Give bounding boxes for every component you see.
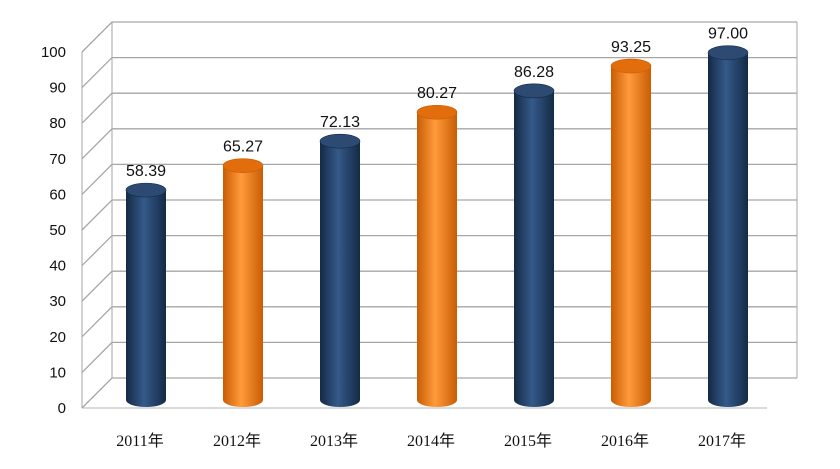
data-label: 93.25 [611, 39, 651, 56]
bar-top-cap [513, 83, 555, 99]
data-labels: 58.39 65.27 72.13 80.27 86.28 93.25 97.00 [126, 26, 748, 180]
gridline [81, 199, 797, 231]
data-label: 72.13 [320, 114, 360, 131]
x-category-label: 2015年 [504, 432, 552, 450]
x-category-label: 2011年 [116, 432, 163, 450]
y-tick-label: 30 [49, 293, 66, 310]
y-tick-label: 0 [58, 400, 66, 417]
x-category-label: 2012年 [213, 432, 261, 450]
bar-top-cap [125, 182, 167, 198]
gridline [81, 128, 797, 160]
bar-body [708, 52, 748, 408]
y-tick-label: 10 [49, 364, 66, 381]
y-axis-ticks: 0 10 20 30 40 50 60 70 80 90 100 [41, 44, 66, 417]
data-label: 80.27 [417, 85, 457, 102]
bars [125, 45, 749, 408]
data-label: 86.28 [514, 64, 554, 81]
gridline [81, 163, 797, 195]
y-tick-label: 50 [49, 222, 66, 239]
gridline [81, 21, 797, 53]
bar [125, 182, 167, 407]
bar-body [320, 141, 360, 407]
gridline [81, 92, 797, 124]
y-tick-label: 70 [49, 151, 66, 168]
bar-body [223, 165, 263, 407]
x-category-label: 2013年 [310, 432, 358, 450]
bar-body [611, 66, 651, 407]
bar [416, 104, 458, 407]
bar [319, 133, 361, 407]
y-tick-label: 100 [41, 44, 66, 61]
bar-top-cap [610, 58, 652, 74]
y-tick-label: 80 [49, 115, 66, 132]
data-label: 58.39 [126, 163, 166, 180]
bar-body [514, 90, 554, 407]
x-axis-categories: 2011年 2012年 2013年 2014年 2015年 2016年 2017年 [116, 432, 746, 450]
bar [610, 58, 652, 407]
x-category-label: 2014年 [407, 432, 455, 450]
y-tick-label: 60 [49, 186, 66, 203]
x-category-label: 2016年 [601, 432, 649, 450]
bar [222, 158, 264, 407]
gridline [81, 56, 797, 89]
gridline [81, 270, 797, 302]
bar-top-cap [707, 45, 749, 60]
gridline [81, 234, 797, 267]
bar-body [126, 190, 166, 407]
gridline [81, 341, 797, 373]
data-label: 97.00 [708, 26, 748, 43]
y-tick-label: 20 [49, 329, 66, 346]
gridlines [81, 21, 797, 409]
data-label: 65.27 [223, 139, 263, 156]
bar-body [417, 112, 457, 407]
gridline [81, 306, 797, 338]
bar-top-cap [222, 158, 264, 173]
bar [513, 83, 555, 407]
gridline [81, 377, 797, 409]
bar-top-cap [416, 104, 458, 120]
x-category-label: 2017年 [698, 432, 746, 450]
y-tick-label: 40 [49, 258, 66, 275]
y-tick-label: 90 [49, 80, 66, 97]
bar-top-cap [319, 133, 361, 149]
bar [707, 45, 749, 408]
